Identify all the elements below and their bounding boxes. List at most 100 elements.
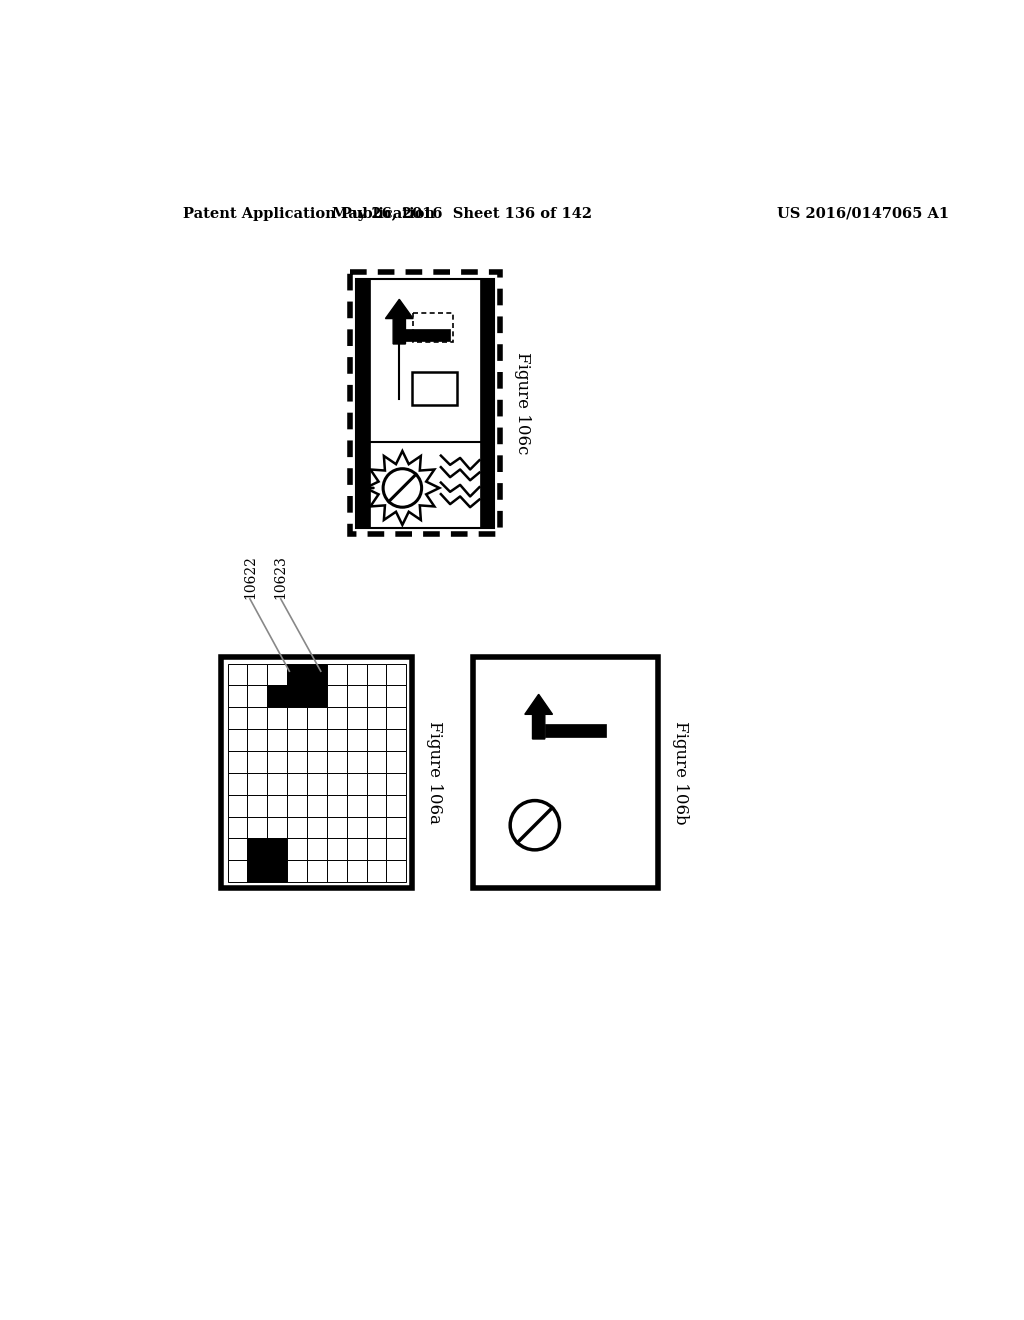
Bar (367, 751, 386, 774)
Bar (367, 774, 386, 795)
Bar (413, 372, 457, 405)
Bar (287, 664, 307, 685)
Bar (287, 838, 307, 861)
Bar (386, 664, 407, 685)
Bar (347, 751, 367, 774)
Bar (356, 279, 494, 528)
Bar (227, 795, 248, 817)
Text: Figure 106c: Figure 106c (514, 352, 531, 454)
Bar (248, 817, 267, 838)
Bar (307, 774, 327, 795)
Text: US 2016/0147065 A1: US 2016/0147065 A1 (777, 207, 949, 220)
Text: 10622: 10622 (243, 554, 257, 599)
Bar (386, 861, 407, 882)
Bar (307, 685, 327, 708)
Bar (248, 861, 267, 882)
Bar (267, 708, 287, 729)
Bar (248, 751, 267, 774)
Bar (367, 708, 386, 729)
Bar (367, 685, 386, 708)
Polygon shape (524, 694, 553, 739)
Bar (307, 751, 327, 774)
Bar (327, 685, 347, 708)
Bar (386, 685, 407, 708)
Bar (287, 729, 307, 751)
Bar (227, 664, 248, 685)
Bar (367, 664, 386, 685)
Bar (406, 329, 451, 341)
Bar (347, 685, 367, 708)
Bar (248, 774, 267, 795)
Text: Patent Application Publication: Patent Application Publication (183, 207, 435, 220)
Bar (307, 817, 327, 838)
Bar (367, 838, 386, 861)
Bar (327, 861, 347, 882)
Bar (386, 838, 407, 861)
Bar (267, 751, 287, 774)
Bar (307, 708, 327, 729)
Bar (327, 795, 347, 817)
Bar (227, 817, 248, 838)
Bar (473, 657, 658, 888)
Bar (367, 795, 386, 817)
Bar (367, 817, 386, 838)
Bar (386, 751, 407, 774)
Text: 10623: 10623 (273, 554, 288, 599)
Bar (347, 774, 367, 795)
Bar (386, 729, 407, 751)
Bar (327, 708, 347, 729)
Bar (386, 774, 407, 795)
Polygon shape (385, 300, 413, 345)
Bar (327, 664, 347, 685)
Bar (227, 861, 248, 882)
Bar (307, 838, 327, 861)
Bar (386, 708, 407, 729)
Text: Figure 106a: Figure 106a (426, 722, 443, 824)
Bar (287, 751, 307, 774)
Bar (248, 708, 267, 729)
Bar (367, 861, 386, 882)
Bar (267, 729, 287, 751)
Bar (307, 664, 327, 685)
Bar (347, 817, 367, 838)
Bar (287, 685, 307, 708)
Bar (267, 774, 287, 795)
Bar (248, 838, 267, 861)
Bar (347, 861, 367, 882)
Bar (267, 817, 287, 838)
Bar (287, 774, 307, 795)
Bar (248, 664, 267, 685)
Bar (480, 279, 494, 528)
Bar (347, 708, 367, 729)
Bar (386, 817, 407, 838)
Bar (248, 795, 267, 817)
Bar (327, 838, 347, 861)
Bar (350, 272, 500, 535)
Bar (356, 279, 370, 528)
Bar (347, 795, 367, 817)
Bar (221, 657, 413, 888)
Bar (248, 685, 267, 708)
Bar (227, 838, 248, 861)
Bar (227, 774, 248, 795)
Bar (327, 729, 347, 751)
Bar (287, 817, 307, 838)
Bar (227, 729, 248, 751)
Bar (227, 751, 248, 774)
Text: Figure 106b: Figure 106b (672, 721, 689, 825)
Bar (327, 817, 347, 838)
Bar (267, 664, 287, 685)
Bar (367, 729, 386, 751)
Bar (327, 751, 347, 774)
Bar (287, 795, 307, 817)
Bar (327, 774, 347, 795)
Bar (307, 861, 327, 882)
Bar (545, 723, 606, 738)
Bar (267, 795, 287, 817)
Bar (267, 685, 287, 708)
Bar (287, 861, 307, 882)
Bar (227, 685, 248, 708)
Bar (248, 729, 267, 751)
Bar (267, 838, 287, 861)
Bar (347, 838, 367, 861)
